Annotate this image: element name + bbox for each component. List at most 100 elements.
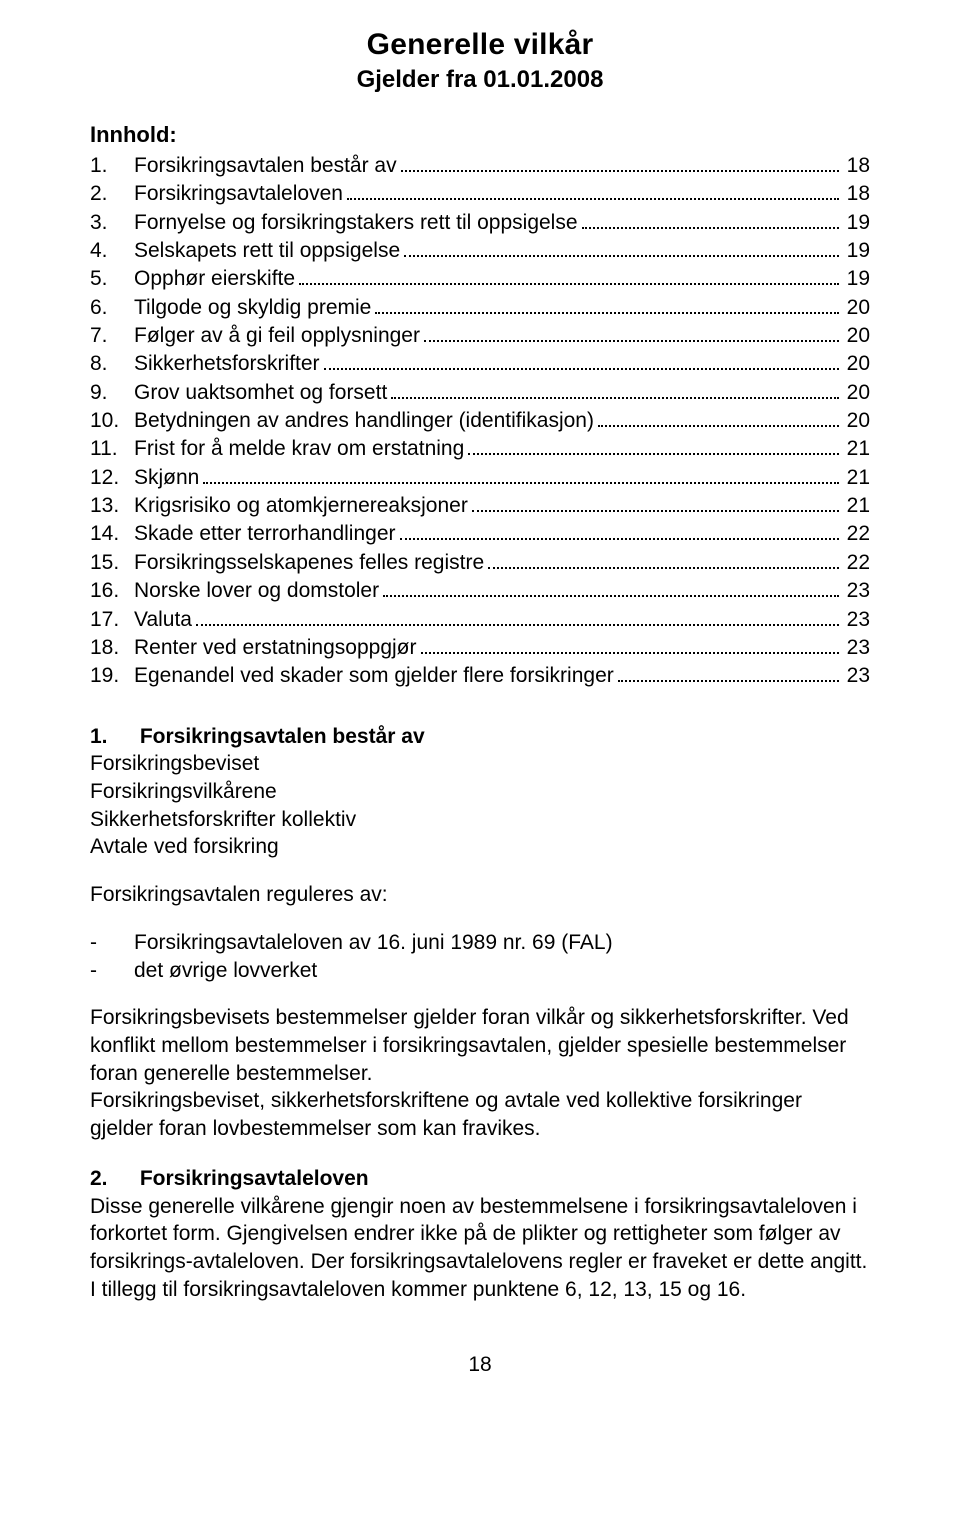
- paragraph: Forsikringsbeviset, sikkerhetsforskrifte…: [90, 1087, 870, 1142]
- section-title: Forsikringsavtalen består av: [140, 725, 425, 748]
- toc-leader-dots: [383, 580, 839, 597]
- toc-row: 7.Følger av å gi feil opplysninger 20: [90, 322, 870, 350]
- toc-item-label: Tilgode og skyldig premie: [134, 294, 371, 322]
- toc-item-label: Valuta: [134, 606, 192, 634]
- toc-item-number: 3.: [90, 209, 134, 237]
- toc-leader-dots: [424, 325, 839, 342]
- toc-row: 9.Grov uaktsomhet og forsett20: [90, 379, 870, 407]
- toc-leader-dots: [582, 212, 839, 229]
- toc-item-page: 19: [843, 237, 870, 265]
- toc-leader-dots: [203, 467, 838, 484]
- paragraph: Forsikringsbevisets bestemmelser gjelder…: [90, 1004, 870, 1087]
- toc-item-label: Betydningen av andres handlinger (identi…: [134, 407, 594, 435]
- list-dash: -: [90, 929, 134, 957]
- toc-row: 1.Forsikringsavtalen består av18: [90, 152, 870, 180]
- toc-item-page: 20: [843, 322, 870, 350]
- section-line: Sikkerhetsforskrifter kollektiv: [90, 806, 870, 834]
- list-text: det øvrige lovverket: [134, 957, 317, 985]
- toc-item-page: 18: [843, 180, 870, 208]
- toc-item-label: Grov uaktsomhet og forsett: [134, 379, 387, 407]
- toc-item-number: 12.: [90, 464, 134, 492]
- toc-leader-dots: [299, 269, 839, 286]
- toc-row: 11.Frist for å melde krav om erstatning 2…: [90, 435, 870, 463]
- toc-leader-dots: [598, 410, 839, 427]
- toc-item-number: 4.: [90, 237, 134, 265]
- toc-leader-dots: [472, 495, 839, 512]
- section-2: 2. Forsikringsavtaleloven Disse generell…: [90, 1165, 870, 1304]
- toc-leader-dots: [618, 666, 839, 683]
- toc-item-number: 11.: [90, 435, 134, 463]
- section-title: Forsikringsavtaleloven: [140, 1167, 369, 1190]
- section-subheading: Forsikringsavtalen reguleres av:: [90, 881, 870, 909]
- section-heading: 1. Forsikringsavtalen består av: [90, 723, 870, 751]
- toc-item-page: 23: [843, 606, 870, 634]
- toc-row: 4.Selskapets rett til oppsigelse 19: [90, 237, 870, 265]
- toc-item-number: 18.: [90, 634, 134, 662]
- toc-item-number: 7.: [90, 322, 134, 350]
- section-1: 1. Forsikringsavtalen består av Forsikri…: [90, 723, 870, 1143]
- toc-item-number: 10.: [90, 407, 134, 435]
- toc-row: 14.Skade etter terrorhandlinger22: [90, 520, 870, 548]
- section-line: Forsikringsbeviset: [90, 750, 870, 778]
- toc-item-label: Sikkerhetsforskrifter: [134, 350, 320, 378]
- toc-heading: Innhold:: [90, 122, 870, 148]
- toc-item-label: Skjønn: [134, 464, 199, 492]
- list-item: - det øvrige lovverket: [90, 957, 870, 985]
- toc-row: 6.Tilgode og skyldig premie20: [90, 294, 870, 322]
- toc-item-page: 20: [843, 407, 870, 435]
- toc-item-page: 21: [843, 435, 870, 463]
- toc-row: 13.Krigsrisiko og atomkjernereaksjoner21: [90, 492, 870, 520]
- bullet-list: - Forsikringsavtaleloven av 16. juni 198…: [90, 929, 870, 984]
- toc-row: 19.Egenandel ved skader som gjelder fler…: [90, 662, 870, 690]
- list-dash: -: [90, 957, 134, 985]
- toc-leader-dots: [375, 297, 838, 314]
- table-of-contents: 1.Forsikringsavtalen består av182.Forsik…: [90, 152, 870, 691]
- toc-item-page: 23: [843, 634, 870, 662]
- toc-row: 2.Forsikringsavtaleloven18: [90, 180, 870, 208]
- toc-item-page: 20: [843, 379, 870, 407]
- toc-row: 12.Skjønn21: [90, 464, 870, 492]
- toc-item-page: 20: [843, 350, 870, 378]
- toc-leader-dots: [404, 240, 839, 257]
- toc-item-page: 22: [843, 549, 870, 577]
- section-line: Forsikringsvilkårene: [90, 778, 870, 806]
- toc-row: 10.Betydningen av andres handlinger (ide…: [90, 407, 870, 435]
- list-text: Forsikringsavtaleloven av 16. juni 1989 …: [134, 929, 613, 957]
- toc-item-label: Fornyelse og forsikringstakers rett til …: [134, 209, 578, 237]
- toc-item-page: 23: [843, 662, 870, 690]
- toc-item-label: Krigsrisiko og atomkjernereaksjoner: [134, 492, 468, 520]
- toc-leader-dots: [401, 155, 839, 172]
- toc-leader-dots: [488, 552, 839, 569]
- toc-item-page: 19: [843, 209, 870, 237]
- toc-leader-dots: [391, 382, 838, 399]
- toc-item-label: Selskapets rett til oppsigelse: [134, 237, 400, 265]
- toc-item-label: Forsikringsavtaleloven: [134, 180, 343, 208]
- paragraph: Disse generelle vilkårene gjengir noen a…: [90, 1193, 870, 1304]
- toc-item-label: Følger av å gi feil opplysninger: [134, 322, 420, 350]
- toc-item-label: Renter ved erstatningsoppgjør: [134, 634, 417, 662]
- page-subtitle: Gjelder fra 01.01.2008: [90, 66, 870, 94]
- document-page: Generelle vilkår Gjelder fra 01.01.2008 …: [0, 0, 960, 1417]
- toc-item-label: Forsikringsselskapenes felles registre: [134, 549, 484, 577]
- toc-item-label: Opphør eierskifte: [134, 265, 295, 293]
- toc-item-label: Frist for å melde krav om erstatning: [134, 435, 464, 463]
- toc-item-number: 13.: [90, 492, 134, 520]
- toc-row: 17.Valuta 23: [90, 606, 870, 634]
- list-item: - Forsikringsavtaleloven av 16. juni 198…: [90, 929, 870, 957]
- toc-item-number: 15.: [90, 549, 134, 577]
- toc-item-number: 8.: [90, 350, 134, 378]
- toc-item-number: 1.: [90, 152, 134, 180]
- toc-item-page: 19: [843, 265, 870, 293]
- toc-item-number: 16.: [90, 577, 134, 605]
- page-title: Generelle vilkår: [90, 28, 870, 62]
- toc-row: 16.Norske lover og domstoler23: [90, 577, 870, 605]
- section-number: 2.: [90, 1165, 134, 1193]
- toc-item-number: 6.: [90, 294, 134, 322]
- section-line: Avtale ved forsikring: [90, 833, 870, 861]
- toc-item-label: Skade etter terrorhandlinger: [134, 520, 396, 548]
- toc-item-number: 14.: [90, 520, 134, 548]
- toc-leader-dots: [468, 439, 838, 456]
- toc-item-label: Egenandel ved skader som gjelder flere f…: [134, 662, 614, 690]
- toc-item-number: 17.: [90, 606, 134, 634]
- toc-leader-dots: [400, 524, 839, 541]
